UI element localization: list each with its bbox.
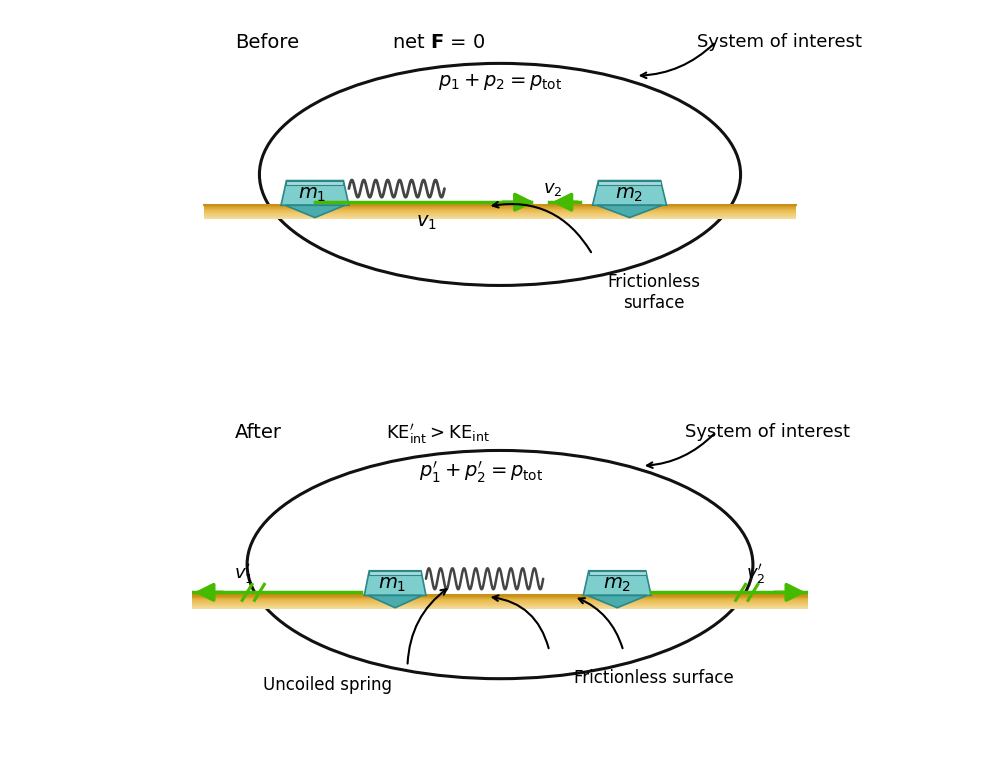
Polygon shape xyxy=(285,206,345,217)
Text: Uncoiled spring: Uncoiled spring xyxy=(263,676,392,694)
Text: $v^{\prime}_2$: $v^{\prime}_2$ xyxy=(746,562,766,586)
Text: $m_2$: $m_2$ xyxy=(603,576,631,594)
Polygon shape xyxy=(369,570,421,575)
Text: $\mathrm{KE}^\prime_{\mathrm{int}} > \mathrm{KE}_{\mathrm{int}}$: $\mathrm{KE}^\prime_{\mathrm{int}} > \ma… xyxy=(386,423,490,447)
Polygon shape xyxy=(368,595,422,608)
Text: System of interest: System of interest xyxy=(697,33,862,50)
Polygon shape xyxy=(587,595,647,608)
Polygon shape xyxy=(589,570,646,575)
Polygon shape xyxy=(281,181,349,206)
Polygon shape xyxy=(364,570,426,595)
Text: $m_1$: $m_1$ xyxy=(298,185,326,204)
Polygon shape xyxy=(593,181,667,206)
Text: $v_2$: $v_2$ xyxy=(543,179,562,198)
Text: System of interest: System of interest xyxy=(685,423,850,441)
Polygon shape xyxy=(286,181,343,185)
Text: $v^{\prime}_1$: $v^{\prime}_1$ xyxy=(234,562,254,586)
Text: Frictionless
surface: Frictionless surface xyxy=(608,273,701,312)
Polygon shape xyxy=(583,570,651,595)
Polygon shape xyxy=(597,206,662,217)
Text: $p_1 + p_2 = p_{\mathrm{tot}}$: $p_1 + p_2 = p_{\mathrm{tot}}$ xyxy=(438,72,562,92)
Polygon shape xyxy=(598,181,661,185)
Text: $m_1$: $m_1$ xyxy=(378,576,406,594)
Text: $v_1$: $v_1$ xyxy=(416,213,436,232)
Text: Before: Before xyxy=(235,33,299,51)
Text: net $\mathbf{F}$ = 0: net $\mathbf{F}$ = 0 xyxy=(392,33,485,51)
Text: $m_2$: $m_2$ xyxy=(615,185,644,204)
Text: $p^{\prime}_1 + p^{\prime}_2 = p_{\mathrm{tot}}$: $p^{\prime}_1 + p^{\prime}_2 = p_{\mathr… xyxy=(419,459,544,485)
Text: Frictionless surface: Frictionless surface xyxy=(574,670,734,688)
Text: After: After xyxy=(235,423,282,442)
